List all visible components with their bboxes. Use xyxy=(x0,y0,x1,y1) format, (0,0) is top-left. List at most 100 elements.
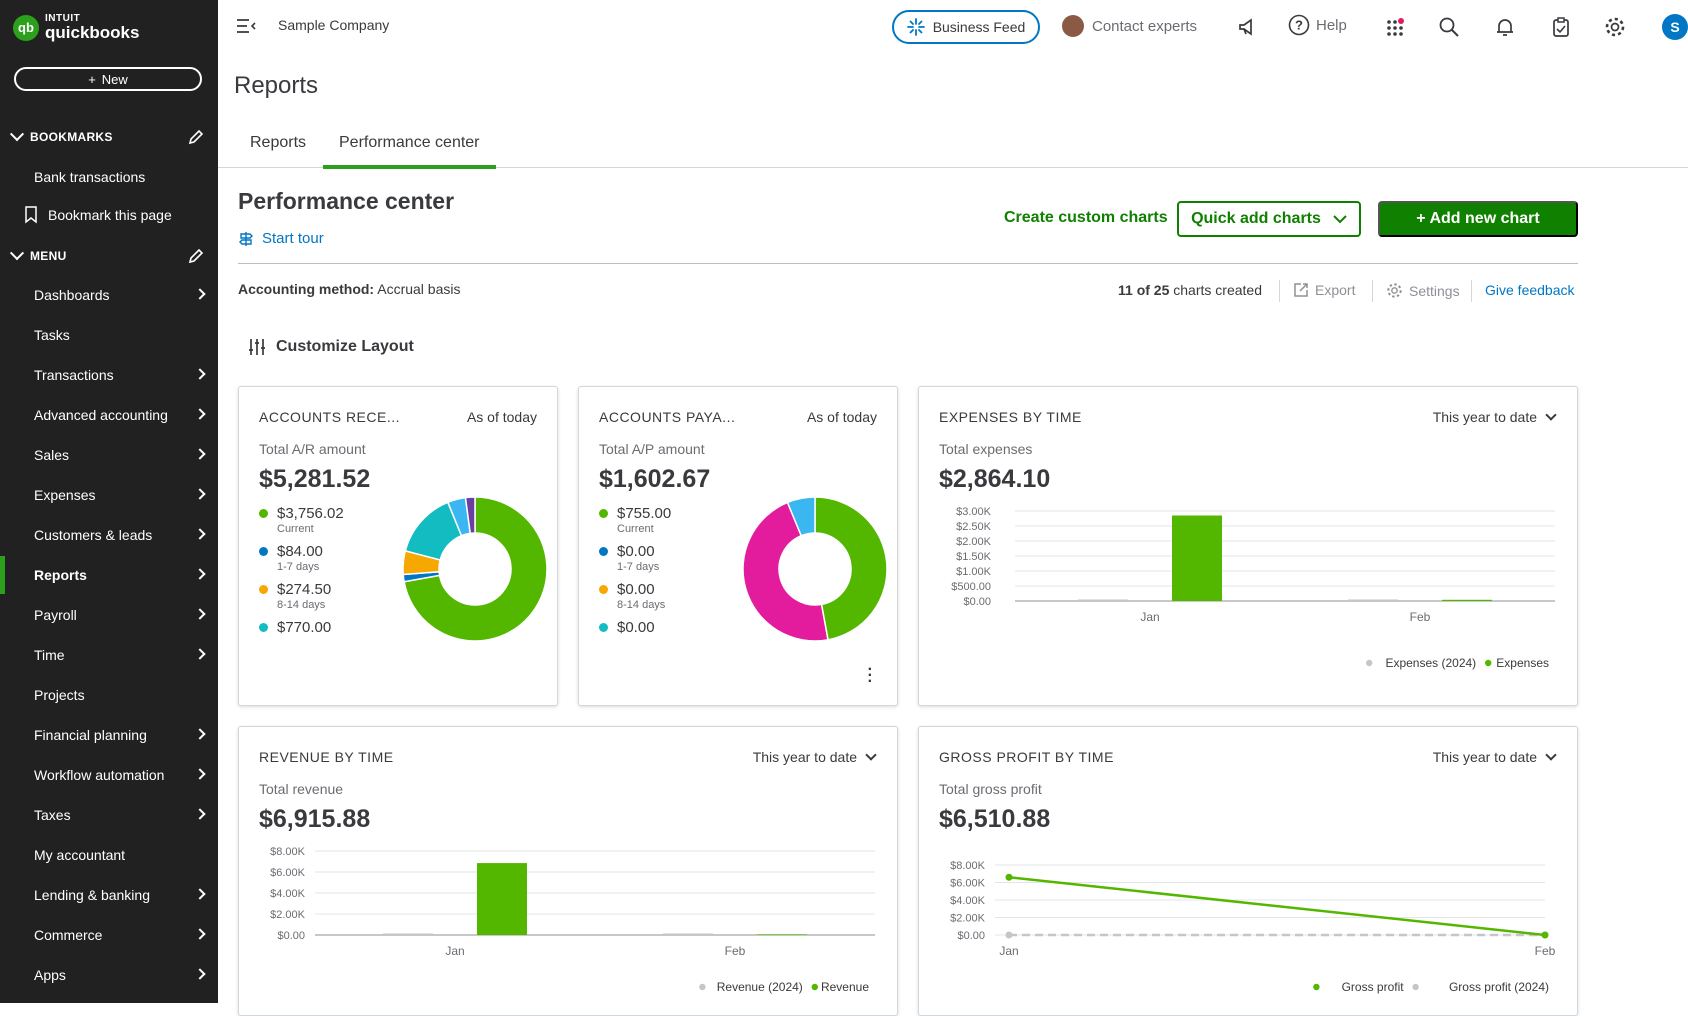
sidebar-item-label: Transactions xyxy=(34,367,114,383)
quickbooks-logo[interactable]: qb INTUIT quickbooks xyxy=(13,14,139,41)
sidebar-item-lending-banking[interactable]: Lending & banking xyxy=(0,876,218,914)
card-title: REVENUE BY TIME xyxy=(259,749,394,765)
start-tour-link[interactable]: Start tour xyxy=(238,230,324,247)
x-tick-label: Jan xyxy=(1140,610,1159,624)
sidebar-item-customers-leads[interactable]: Customers & leads xyxy=(0,516,218,554)
user-avatar[interactable]: S xyxy=(1662,14,1688,40)
help-button[interactable]: ? Help xyxy=(1288,14,1347,36)
sidebar-item-payroll[interactable]: Payroll xyxy=(0,596,218,634)
accounts-receivable-card[interactable]: ACCOUNTS RECE... As of today Total A/R a… xyxy=(238,386,558,706)
sidebar-item-dashboards[interactable]: Dashboards xyxy=(0,276,218,314)
gross-profit-by-time-card[interactable]: GROSS PROFIT BY TIME This year to date T… xyxy=(918,726,1578,1016)
legend-dot xyxy=(599,547,608,556)
customize-layout-label: Customize Layout xyxy=(276,338,414,355)
bar[interactable] xyxy=(477,863,527,935)
data-point[interactable] xyxy=(1005,873,1013,881)
sidebar-item-transactions[interactable]: Transactions xyxy=(0,356,218,394)
bar[interactable] xyxy=(1078,599,1128,602)
legend-item: $3,756.02 Current xyxy=(259,505,344,535)
legend-item: $755.00 Current xyxy=(599,505,671,535)
logo-quickbooks-text: quickbooks xyxy=(45,23,140,42)
contact-experts-button[interactable]: Contact experts xyxy=(1062,15,1197,37)
donut-slice[interactable] xyxy=(786,496,816,537)
chevron-right-icon xyxy=(194,728,206,740)
legend-label: Gross profit xyxy=(1342,980,1405,994)
create-custom-charts-link[interactable]: Create custom charts xyxy=(1004,209,1168,226)
business-feed-button[interactable]: Business Feed xyxy=(892,10,1040,44)
announcements-icon[interactable] xyxy=(1234,14,1260,40)
data-point[interactable] xyxy=(1541,931,1549,939)
sidebar-item-my-accountant[interactable]: My accountant xyxy=(0,836,218,874)
sidebar-item-label: Financial planning xyxy=(34,727,147,743)
bar[interactable] xyxy=(1172,515,1222,602)
sidebar-item-tasks[interactable]: Tasks xyxy=(0,316,218,354)
sidebar-item-label: Customers & leads xyxy=(34,527,153,543)
apps-grid-icon[interactable] xyxy=(1382,14,1408,40)
edit-bookmarks-pencil-icon[interactable] xyxy=(188,129,204,145)
bar[interactable] xyxy=(757,934,807,935)
tab-performance-center[interactable]: Performance center xyxy=(323,134,495,169)
revenue-by-time-card[interactable]: REVENUE BY TIME This year to date Total … xyxy=(238,726,898,1016)
series-line[interactable] xyxy=(1008,876,1546,937)
expenses-by-time-card[interactable]: EXPENSES BY TIME This year to date Total… xyxy=(918,386,1578,706)
export-button[interactable]: Export xyxy=(1293,282,1355,298)
sidebar-item-label: Reports xyxy=(34,567,87,583)
donut-slice[interactable] xyxy=(814,496,888,641)
notifications-bell-icon[interactable] xyxy=(1492,14,1518,40)
sidebar-item-expenses[interactable]: Expenses xyxy=(0,476,218,514)
legend-value: $770.00 xyxy=(277,619,332,636)
accounts-payable-card[interactable]: ACCOUNTS PAYA... As of today Total A/P a… xyxy=(578,386,898,706)
edit-menu-pencil-icon[interactable] xyxy=(188,248,204,264)
range-dropdown[interactable]: This year to date xyxy=(753,749,877,765)
sidebar-item-commerce[interactable]: Commerce xyxy=(0,916,218,954)
new-button[interactable]: + New xyxy=(14,67,202,91)
report-tabs: Reports Performance center xyxy=(218,126,1688,169)
sidebar-item-workflow-automation[interactable]: Workflow automation xyxy=(0,756,218,794)
legend-value: $3,756.02 xyxy=(277,505,344,522)
menu-section-header[interactable]: MENU xyxy=(0,238,218,274)
bookmark-this-page[interactable]: Bookmark this page xyxy=(0,196,218,234)
range-label: As of today xyxy=(806,409,877,425)
company-name[interactable]: Sample Company xyxy=(278,17,390,33)
donut-slice[interactable] xyxy=(403,496,548,642)
chevron-down-icon xyxy=(1545,749,1557,761)
customize-layout-button[interactable]: Customize Layout xyxy=(248,338,414,356)
sidebar-item-apps[interactable]: Apps xyxy=(0,956,218,994)
tasks-clipboard-icon[interactable] xyxy=(1548,14,1574,40)
range-dropdown[interactable]: This year to date xyxy=(1433,749,1557,765)
bar[interactable] xyxy=(383,933,433,936)
give-feedback-link[interactable]: Give feedback xyxy=(1485,282,1575,298)
bar[interactable] xyxy=(1442,599,1492,601)
sidebar-item-reports[interactable]: Reports xyxy=(0,556,218,594)
data-point[interactable] xyxy=(1005,931,1013,939)
legend-dot xyxy=(1485,659,1492,667)
sidebar-item-label: Workflow automation xyxy=(34,767,165,783)
legend-dot xyxy=(259,623,268,632)
collapse-menu-icon[interactable] xyxy=(236,18,256,34)
card-subtitle: Total revenue xyxy=(259,781,344,797)
search-icon[interactable] xyxy=(1436,14,1462,40)
quick-add-charts-dropdown[interactable]: Quick add charts xyxy=(1177,201,1361,237)
x-tick-label: Jan xyxy=(445,944,464,958)
sidebar-item-time[interactable]: Time xyxy=(0,636,218,674)
new-button-label: New xyxy=(101,71,128,87)
settings-gear-icon[interactable] xyxy=(1602,14,1628,40)
sidebar-item-financial-planning[interactable]: Financial planning xyxy=(0,716,218,754)
donut-slice[interactable] xyxy=(464,496,476,535)
donut-slice[interactable] xyxy=(742,501,829,642)
legend-sublabel: 1-7 days xyxy=(277,561,320,573)
sidebar-item-taxes[interactable]: Taxes xyxy=(0,796,218,834)
add-new-chart-button[interactable]: + Add new chart xyxy=(1378,201,1578,237)
bar[interactable] xyxy=(1348,599,1398,602)
bookmarks-section-header[interactable]: BOOKMARKS xyxy=(0,119,218,155)
bar[interactable] xyxy=(663,933,713,936)
tab-reports[interactable]: Reports xyxy=(250,134,307,151)
more-options-icon[interactable]: · · · xyxy=(867,661,873,690)
range-label: As of today xyxy=(466,409,537,425)
sidebar-item-bank-transactions[interactable]: Bank transactions xyxy=(0,158,218,196)
settings-button[interactable]: Settings xyxy=(1386,282,1460,299)
range-dropdown[interactable]: This year to date xyxy=(1433,409,1557,425)
sidebar-item-advanced-accounting[interactable]: Advanced accounting xyxy=(0,396,218,434)
sidebar-item-sales[interactable]: Sales xyxy=(0,436,218,474)
sidebar-item-projects[interactable]: Projects xyxy=(0,676,218,714)
